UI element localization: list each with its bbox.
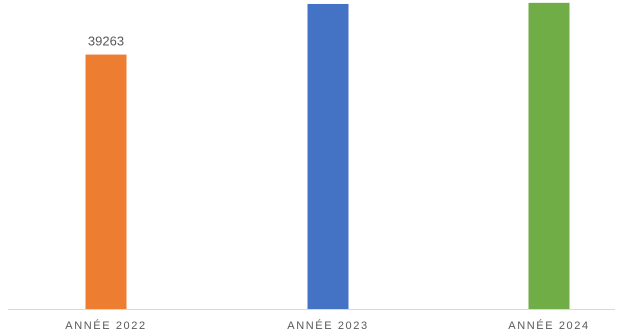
data-label-1: 39263 xyxy=(88,34,124,49)
category-labels-group: ANNÉE 2022 ANNÉE 2023 ANNÉE 2024 xyxy=(65,319,589,332)
bars-group xyxy=(85,2,570,310)
category-label-1: ANNÉE 2022 xyxy=(65,319,146,332)
bar-2 xyxy=(307,3,349,310)
category-label-3: ANNÉE 2024 xyxy=(508,319,589,332)
bar-1 xyxy=(85,54,127,309)
category-label-2: ANNÉE 2023 xyxy=(287,319,368,332)
value-labels-group: 392634707647246 xyxy=(88,34,124,49)
bar-3 xyxy=(528,2,570,310)
